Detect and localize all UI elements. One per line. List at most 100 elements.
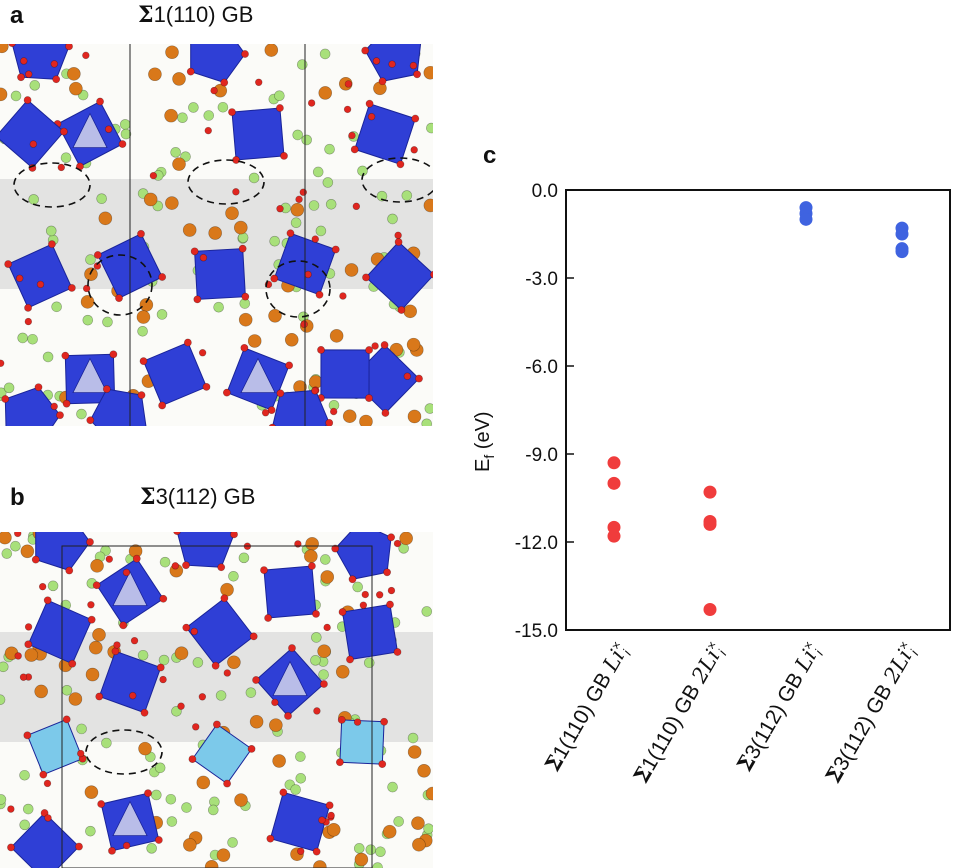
- oxygen-atom: [159, 594, 168, 603]
- oxygen-atom: [327, 811, 335, 820]
- oxygen-atom: [25, 70, 33, 78]
- lithium-atom: [17, 332, 28, 344]
- lithium-atom: [0, 387, 7, 399]
- zr-octahedron: [365, 241, 433, 311]
- la-atom: [174, 646, 189, 661]
- lithium-atom: [1, 548, 13, 559]
- unit-cell: [61, 545, 373, 868]
- la-atom: [204, 859, 219, 868]
- oxygen-atom: [380, 341, 389, 349]
- lithium-atom: [274, 90, 285, 102]
- panel-b-letter: b: [10, 484, 25, 511]
- panel-a-title-sigma: Σ: [138, 2, 154, 28]
- oxygen-atom: [313, 707, 321, 715]
- la-atom: [317, 644, 331, 659]
- lithium-atom: [120, 128, 132, 140]
- oxygen-atom: [312, 610, 320, 618]
- la-atom: [268, 308, 282, 323]
- la-atom: [238, 312, 253, 327]
- la-atom: [84, 785, 99, 799]
- data-point: [703, 602, 717, 616]
- lithium-atom: [60, 152, 72, 163]
- oxygen-atom: [156, 663, 165, 672]
- oxygen-atom: [211, 661, 220, 670]
- oxygen-atom: [344, 80, 353, 88]
- la-atom: [165, 45, 179, 60]
- oxygen-atom: [325, 801, 334, 810]
- lithium-atom: [82, 314, 94, 326]
- oxygen-atom: [8, 44, 16, 48]
- oxygen-atom: [7, 843, 15, 852]
- la-atom: [313, 860, 327, 868]
- la-atom: [318, 86, 333, 100]
- panel-b-title-text: 3(112) GB: [155, 484, 256, 509]
- oxygen-atom: [323, 623, 331, 632]
- la-atom: [342, 409, 357, 424]
- la-atom: [225, 206, 239, 221]
- oxygen-atom: [104, 125, 113, 133]
- lithium-atom: [0, 661, 9, 673]
- oxygen-atom: [338, 608, 347, 616]
- crystal-structure-a-image: [0, 44, 433, 426]
- oxygen-atom: [317, 346, 325, 354]
- oxygen-atom: [31, 555, 40, 564]
- lithium-atom: [421, 418, 433, 426]
- la-atom: [272, 754, 286, 768]
- oxygen-atom: [409, 61, 418, 70]
- oxygen-atom: [1, 395, 10, 403]
- oxygen-atom: [60, 127, 68, 136]
- oxygen-atom: [284, 712, 292, 720]
- oxygen-atom: [56, 411, 64, 420]
- octahedron-face: [72, 357, 108, 394]
- lithium-atom: [27, 333, 38, 345]
- la-atom: [183, 838, 197, 852]
- vacancy-ellipse: [85, 729, 163, 775]
- oxygen-atom: [270, 274, 279, 283]
- oxygen-atom: [220, 78, 229, 87]
- data-point: [799, 212, 813, 226]
- oxygen-atom: [352, 202, 361, 211]
- oxygen-atom: [413, 70, 421, 79]
- lithium-atom: [203, 110, 215, 121]
- lithium-atom: [292, 129, 303, 141]
- la-atom: [406, 337, 421, 352]
- la-atom: [138, 741, 152, 756]
- top-polyhedron: [35, 532, 91, 572]
- top-polyhedron: [176, 532, 235, 568]
- oxygen-atom: [4, 260, 13, 268]
- oxygen-atom: [144, 789, 152, 798]
- oxygen-atom: [318, 816, 326, 824]
- data-point: [895, 245, 909, 259]
- lithium-atom: [318, 669, 329, 680]
- oxygen-atom: [149, 171, 158, 180]
- oxygen-atom: [249, 632, 258, 641]
- lithium-atom: [137, 325, 148, 337]
- oxygen-atom: [223, 779, 231, 788]
- oxygen-atom: [261, 409, 270, 417]
- lithium-atom: [102, 316, 113, 328]
- oxygen-atom: [230, 532, 238, 539]
- la-atom: [20, 544, 35, 559]
- oxygen-atom: [0, 359, 5, 367]
- lithium-atom: [393, 816, 404, 827]
- lithium-atom: [85, 825, 96, 837]
- oxygen-atom: [48, 240, 56, 249]
- la-atom: [425, 786, 433, 801]
- lithium-atom: [76, 723, 87, 735]
- la-atom: [0, 532, 12, 545]
- lithium-atom: [312, 166, 324, 178]
- oxygen-atom: [113, 641, 121, 649]
- lithium-atom: [76, 408, 87, 420]
- y-axis-label-unit: (eV): [472, 411, 494, 455]
- la-atom: [68, 692, 83, 706]
- lithium-atom: [310, 655, 321, 666]
- oxygen-atom: [130, 636, 139, 645]
- oxygen-atom: [118, 140, 127, 148]
- y-axis-label-main: E: [472, 458, 494, 472]
- oxygen-atom: [65, 44, 73, 51]
- oxygen-atom: [266, 834, 275, 843]
- oxygen-atom: [241, 292, 250, 301]
- oxygen-atom: [199, 253, 208, 262]
- data-point: [703, 517, 717, 531]
